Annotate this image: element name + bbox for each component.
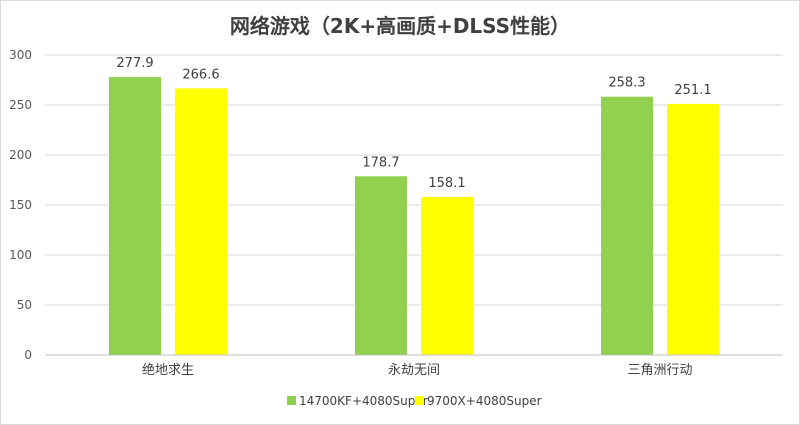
y-tick-label: 300 [9, 48, 32, 62]
x-category-label: 绝地求生 [142, 362, 194, 378]
bar-1-1 [109, 77, 161, 355]
data-label: 158.1 [428, 176, 465, 191]
bar-1-3 [601, 96, 653, 355]
y-tick-label: 50 [17, 298, 32, 312]
y-tick-label: 100 [9, 248, 32, 262]
legend-label-1: 14700KF+4080Super [299, 394, 428, 408]
data-label: 251.1 [674, 83, 711, 98]
y-tick-label: 0 [24, 348, 32, 362]
x-category-label: 永劫无间 [388, 363, 440, 378]
data-label: 277.9 [116, 56, 153, 71]
y-tick-label: 150 [9, 198, 32, 212]
x-category-label: 三角洲行动 [627, 363, 692, 378]
bar-2-2 [421, 196, 473, 355]
y-tick-label: 200 [9, 148, 32, 162]
axes: 0 50 100 150 200 250 300 绝地求生 永劫无间 三角洲行动 [9, 48, 783, 378]
legend-swatch-2 [415, 396, 424, 405]
bar-1-2 [355, 176, 407, 355]
data-label: 266.6 [182, 67, 219, 82]
bar-2-1 [175, 88, 227, 356]
chart-title: 网络游戏（2K+高画质+DLSS性能） [230, 14, 570, 38]
legend-swatch-1 [287, 396, 296, 405]
gridlines [45, 54, 783, 306]
legend: 14700KF+4080Super 9700X+4080Super [287, 394, 542, 408]
data-labels: 277.9 266.6 178.7 158.1 258.3 251.1 [116, 56, 711, 191]
y-tick-label: 250 [9, 98, 32, 112]
bars [109, 77, 719, 356]
bar-2-3 [667, 103, 719, 356]
legend-label-2: 9700X+4080Super [427, 394, 542, 408]
data-label: 258.3 [608, 76, 645, 91]
data-label: 178.7 [362, 155, 399, 170]
